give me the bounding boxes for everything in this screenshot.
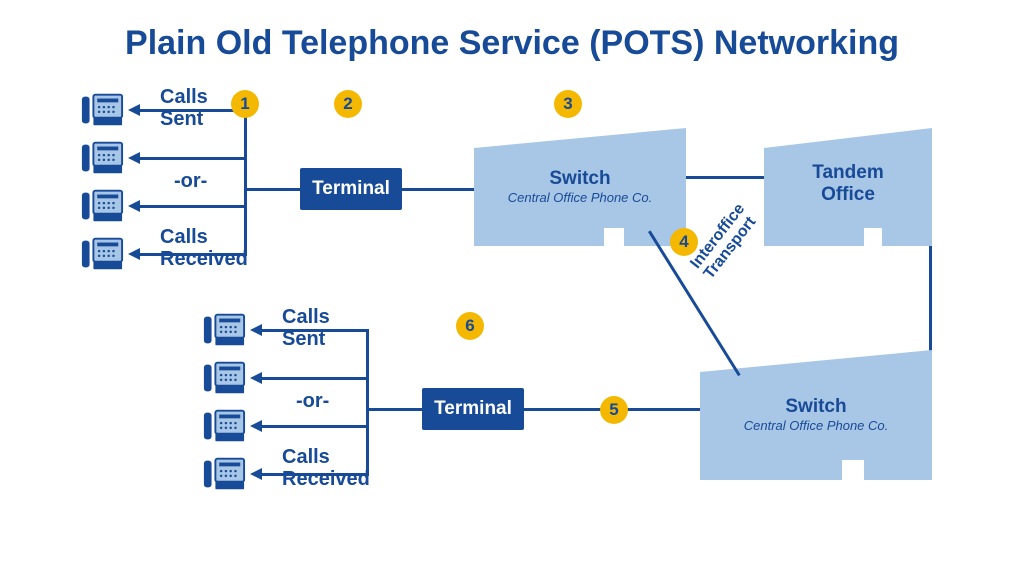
connector-line	[140, 205, 244, 208]
or-label: -or-	[296, 390, 329, 412]
connector-line	[262, 425, 366, 428]
calls-received-label: CallsReceived	[160, 226, 248, 270]
arrow-icon	[250, 420, 262, 432]
connector-line	[402, 188, 476, 191]
tandem-building	[764, 128, 932, 246]
arrow-icon	[250, 372, 262, 384]
phone-icon	[202, 360, 246, 396]
step-badge-3: 3	[554, 90, 582, 118]
phone-icon	[80, 188, 124, 224]
phone-icon	[80, 236, 124, 272]
calls-received-label: CallsReceived	[282, 446, 370, 490]
arrow-icon	[128, 104, 140, 116]
phone-icon	[80, 92, 124, 128]
connector-line	[262, 377, 366, 380]
connector-line	[244, 188, 300, 191]
arrow-icon	[250, 324, 262, 336]
phone-icon	[202, 312, 246, 348]
switch-building	[474, 128, 686, 246]
phone-icon	[202, 456, 246, 492]
calls-sent-label: CallsSent	[282, 306, 330, 350]
page-title: Plain Old Telephone Service (POTS) Netwo…	[0, 24, 1024, 63]
phone-icon	[202, 408, 246, 444]
calls-sent-label: CallsSent	[160, 86, 208, 130]
step-badge-5: 5	[600, 396, 628, 424]
connector-line	[140, 157, 244, 160]
or-label: -or-	[174, 170, 207, 192]
connector-line	[686, 176, 764, 179]
connector-line	[366, 408, 422, 411]
step-badge-6: 6	[456, 312, 484, 340]
arrow-icon	[128, 248, 140, 260]
arrow-icon	[250, 468, 262, 480]
step-badge-2: 2	[334, 90, 362, 118]
interoffice-label: InterofficeTransport	[688, 201, 762, 283]
step-badge-1: 1	[231, 90, 259, 118]
arrow-icon	[128, 200, 140, 212]
terminal-node: Terminal	[300, 168, 402, 210]
phone-icon	[80, 140, 124, 176]
terminal-node: Terminal	[422, 388, 524, 430]
arrow-icon	[128, 152, 140, 164]
